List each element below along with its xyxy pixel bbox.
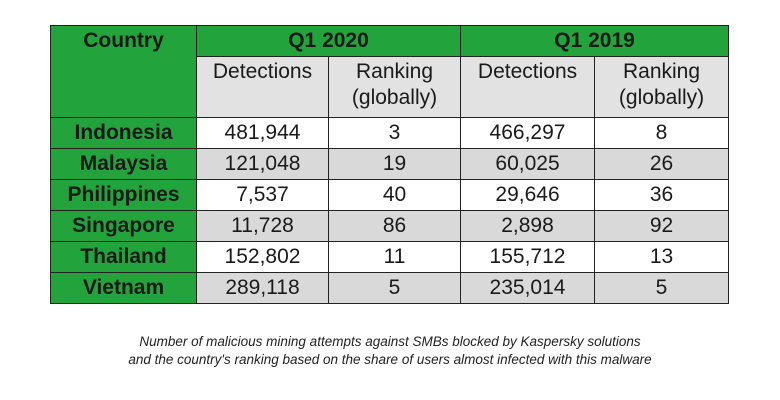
- period-header-q1-2020: Q1 2020: [195, 25, 462, 57]
- ranking-label: Ranking: [622, 60, 701, 83]
- country-cell: Singapore: [50, 210, 197, 242]
- detections-2019-cell: 235,014: [460, 272, 596, 304]
- ranking-2020-cell: 40: [327, 179, 462, 211]
- detections-header-2019: Detections: [460, 56, 596, 118]
- ranking-sublabel: (globally): [618, 86, 705, 109]
- header-row-periods: Country Q1 2020 Q1 2019: [50, 25, 730, 118]
- caption-line-1: Number of malicious mining attempts agai…: [139, 334, 641, 349]
- detections-2020-cell: 7,537: [196, 179, 329, 211]
- detections-2019-cell: 60,025: [460, 148, 596, 180]
- table-caption: Number of malicious mining attempts agai…: [0, 333, 780, 369]
- country-cell: Philippines: [50, 179, 197, 211]
- table-row: Philippines 7,537 40 29,646 36: [50, 179, 730, 211]
- detections-table-container: Country Q1 2020 Q1 2019 Detections Ranki…: [50, 25, 730, 304]
- detections-2020-cell: 481,944: [196, 117, 329, 149]
- ranking-label: Ranking: [355, 60, 434, 83]
- detections-2019-cell: 2,898: [460, 210, 596, 242]
- detections-2020-cell: 289,118: [196, 272, 329, 304]
- caption-line-2: and the country's ranking based on the s…: [128, 352, 652, 367]
- detections-2020-cell: 121,048: [196, 148, 329, 180]
- table-row: Thailand 152,802 11 155,712 13: [50, 241, 730, 273]
- ranking-header-2019: Ranking (globally): [594, 56, 730, 118]
- country-cell: Vietnam: [50, 272, 197, 304]
- detections-header-2020: Detections: [196, 56, 329, 118]
- period-header-q1-2019: Q1 2019: [460, 25, 730, 57]
- table-row: Vietnam 289,118 5 235,014 5: [50, 272, 730, 304]
- country-column-header: Country: [50, 25, 197, 118]
- table-row: Singapore 11,728 86 2,898 92: [50, 210, 730, 242]
- ranking-2020-cell: 86: [327, 210, 462, 242]
- ranking-2020-cell: 3: [327, 117, 462, 149]
- country-cell: Indonesia: [50, 117, 197, 149]
- ranking-sublabel: (globally): [351, 86, 438, 109]
- country-cell: Malaysia: [50, 148, 197, 180]
- detections-2020-cell: 11,728: [196, 210, 329, 242]
- ranking-2020-cell: 11: [327, 241, 462, 273]
- ranking-2019-cell: 92: [594, 210, 730, 242]
- ranking-header-2020: Ranking (globally): [327, 56, 462, 118]
- country-cell: Thailand: [50, 241, 197, 273]
- detections-label: Detections: [212, 60, 313, 83]
- ranking-2019-cell: 8: [594, 117, 730, 149]
- ranking-2019-cell: 13: [594, 241, 730, 273]
- detections-table: Country Q1 2020 Q1 2019 Detections Ranki…: [50, 25, 730, 304]
- ranking-2020-cell: 5: [327, 272, 462, 304]
- detections-2019-cell: 466,297: [460, 117, 596, 149]
- table-row: Indonesia 481,944 3 466,297 8: [50, 117, 730, 149]
- detections-2020-cell: 152,802: [196, 241, 329, 273]
- detections-label: Detections: [477, 60, 578, 83]
- table-row: Malaysia 121,048 19 60,025 26: [50, 148, 730, 180]
- detections-2019-cell: 155,712: [460, 241, 596, 273]
- ranking-2019-cell: 5: [594, 272, 730, 304]
- header-row-metrics: Detections Ranking (globally) Detections …: [51, 56, 730, 118]
- ranking-2019-cell: 26: [594, 148, 730, 180]
- ranking-2019-cell: 36: [594, 179, 730, 211]
- ranking-2020-cell: 19: [327, 148, 462, 180]
- detections-2019-cell: 29,646: [460, 179, 596, 211]
